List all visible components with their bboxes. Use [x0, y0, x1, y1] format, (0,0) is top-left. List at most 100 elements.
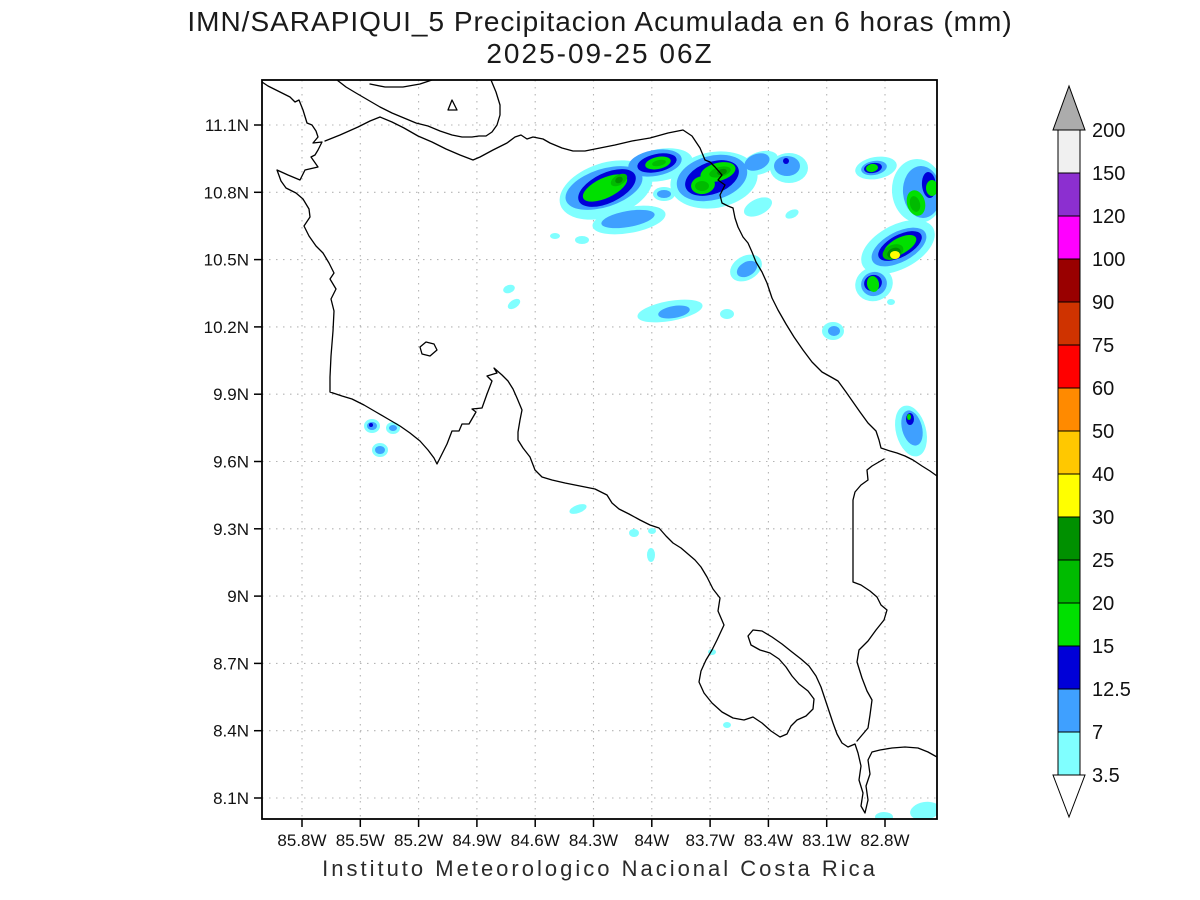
panama-border: [852, 458, 888, 742]
lake-north-shore: [369, 80, 433, 88]
pacific-coastline: [262, 81, 937, 814]
colorbar-label: 100: [1092, 249, 1125, 271]
precip-cell: [909, 196, 921, 212]
colorbar-block: [1057, 645, 1081, 690]
precip-cell: [389, 425, 397, 431]
x-tick-label: 83.4W: [744, 831, 793, 850]
inland-lake: [419, 341, 438, 357]
precip-cell: [720, 309, 734, 319]
coastlines: [262, 80, 937, 814]
precip-cell: [907, 414, 911, 420]
colorbar-label: 75: [1092, 335, 1114, 357]
axis-ticks: 85.8W 85.5W 85.2W 84.9W 84.6W 84.3W 84W 83.7W 83…: [204, 116, 910, 850]
colorbar-block: [1057, 602, 1081, 647]
precip-cell: [744, 153, 770, 171]
y-tick-label: 8.7N: [213, 654, 249, 673]
y-tick-label: 9.6N: [213, 453, 249, 472]
precip-cell: [369, 423, 373, 427]
precip-cell: [743, 197, 773, 217]
precip-cell: [774, 156, 800, 176]
precip-cell: [615, 176, 623, 184]
precip-cell: [658, 305, 690, 319]
x-tick-label: 85.8W: [277, 831, 326, 850]
x-tick-label: 85.2W: [394, 831, 443, 850]
border-san-juan-caribbean-coast: [324, 116, 937, 477]
precip-cell: [657, 190, 671, 198]
colorbar-block: [1057, 129, 1081, 174]
precip-cell: [569, 504, 587, 514]
precip-cell: [910, 801, 937, 819]
colorbar-arrow-below: [1052, 774, 1086, 819]
x-tick-label: 84W: [634, 831, 669, 850]
precip-cell: [890, 251, 900, 259]
colorbar-label: 25: [1092, 550, 1114, 572]
y-tick-label: 10.5N: [204, 251, 249, 270]
colorbar-label: 150: [1092, 163, 1125, 185]
colorbar-label: 15: [1092, 636, 1114, 658]
y-tick-label: 10.8N: [204, 183, 249, 202]
precip-cell: [926, 180, 937, 196]
precipitation-field: [364, 148, 937, 819]
colorbar-label: 50: [1092, 421, 1114, 443]
colorbar-label: 40: [1092, 464, 1114, 486]
lake-nicaragua-shoreline: [336, 80, 501, 138]
precip-cell: [601, 209, 655, 229]
colorbar-label: 60: [1092, 378, 1114, 400]
colorbar-block: [1057, 258, 1081, 303]
colorbar-label: 20: [1092, 593, 1114, 615]
colorbar-block: [1057, 344, 1081, 389]
colorbar-label: 30: [1092, 507, 1114, 529]
precip-cell: [717, 168, 727, 176]
precip-cell: [736, 260, 758, 278]
colorbar-block: [1057, 215, 1081, 260]
x-tick-label: 84.9W: [452, 831, 501, 850]
island-triangle: [447, 99, 458, 111]
y-tick-label: 8.4N: [213, 722, 249, 741]
colorbar-block: [1057, 559, 1081, 604]
x-tick-label: 84.3W: [569, 831, 618, 850]
x-tick-label: 84.6W: [511, 831, 560, 850]
y-tick-label: 9.3N: [213, 520, 249, 539]
colorbar-label: 200: [1092, 120, 1125, 142]
precip-cell: [507, 298, 521, 310]
footer-caption: Instituto Meteorologico Nacional Costa R…: [322, 856, 878, 881]
colorbar-block: [1057, 172, 1081, 217]
y-tick-label: 9.9N: [213, 385, 249, 404]
colorbar-label: 12.5: [1092, 679, 1131, 701]
x-tick-label: 83.1W: [802, 831, 851, 850]
precip-cell: [652, 159, 666, 167]
precip-cell: [887, 299, 895, 305]
colorbar-block: [1057, 516, 1081, 561]
colorbar-block: [1057, 731, 1081, 776]
colorbar-label: 90: [1092, 292, 1114, 314]
x-tick-label: 83.7W: [686, 831, 735, 850]
colorbar-block: [1057, 301, 1081, 346]
chart-title: IMN/SARAPIQUI_5 Precipitacion Acumulada …: [187, 6, 1013, 37]
precip-cell: [575, 236, 589, 244]
precip-cell: [503, 284, 515, 294]
colorbar-block: [1057, 688, 1081, 733]
colorbar: 200 150 120 100 90 75 60 50 40 30 25 20 15 12.5 7 3.5: [1052, 84, 1131, 819]
precip-cell: [695, 181, 709, 191]
colorbar-arrow-above: [1052, 84, 1086, 131]
precip-cell: [629, 529, 639, 537]
y-tick-label: 9N: [227, 587, 249, 606]
precip-cell: [648, 528, 656, 534]
precip-cell: [866, 276, 880, 292]
precip-cell: [785, 209, 799, 219]
colorbar-label: 3.5: [1092, 765, 1120, 787]
precip-cell: [375, 446, 385, 454]
precip-cell: [647, 548, 655, 562]
colorbar-block: [1057, 387, 1081, 432]
map-frame: [261, 79, 938, 820]
colorbar-label: 120: [1092, 206, 1125, 228]
precip-cell: [723, 722, 731, 728]
x-tick-label: 82.8W: [860, 831, 909, 850]
y-tick-label: 8.1N: [213, 789, 249, 808]
x-tick-label: 85.5W: [336, 831, 385, 850]
precip-cell: [875, 812, 893, 819]
precip-cell: [828, 326, 840, 336]
y-tick-label: 10.2N: [204, 318, 249, 337]
